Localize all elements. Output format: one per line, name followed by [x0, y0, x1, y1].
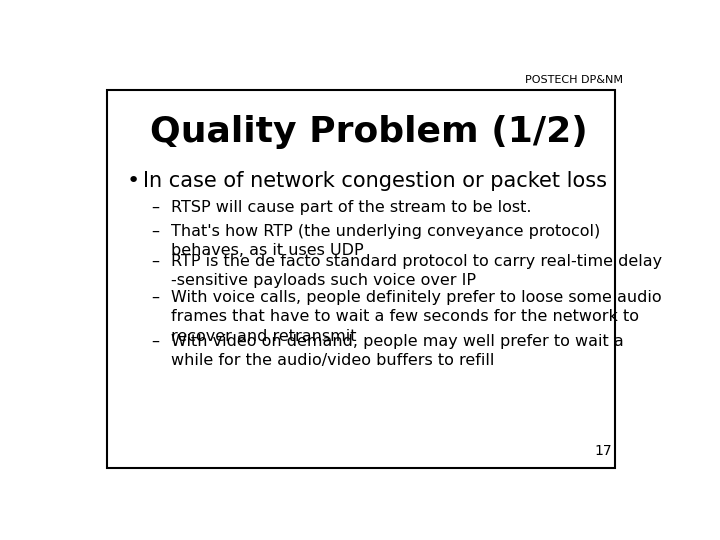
Text: –: – — [151, 290, 159, 305]
Text: 17: 17 — [594, 444, 612, 458]
Text: With video on demand, people may well prefer to wait a
while for the audio/video: With video on demand, people may well pr… — [171, 334, 624, 368]
Text: In case of network congestion or packet loss: In case of network congestion or packet … — [143, 171, 607, 191]
Text: That's how RTP (the underlying conveyance protocol)
behaves, as it uses UDP: That's how RTP (the underlying conveyanc… — [171, 224, 600, 258]
Text: With voice calls, people definitely prefer to loose some audio
frames that have : With voice calls, people definitely pref… — [171, 290, 662, 343]
Text: –: – — [151, 200, 159, 215]
Text: RTP is the de facto standard protocol to carry real-time delay
-sensitive payloa: RTP is the de facto standard protocol to… — [171, 254, 662, 288]
Text: Quality Problem (1/2): Quality Problem (1/2) — [150, 114, 588, 148]
Text: –: – — [151, 334, 159, 349]
Text: •: • — [126, 171, 140, 191]
Text: –: – — [151, 224, 159, 239]
FancyBboxPatch shape — [107, 90, 615, 468]
Text: POSTECH DP&NM: POSTECH DP&NM — [525, 75, 623, 85]
Text: RTSP will cause part of the stream to be lost.: RTSP will cause part of the stream to be… — [171, 200, 531, 215]
Text: –: – — [151, 254, 159, 269]
